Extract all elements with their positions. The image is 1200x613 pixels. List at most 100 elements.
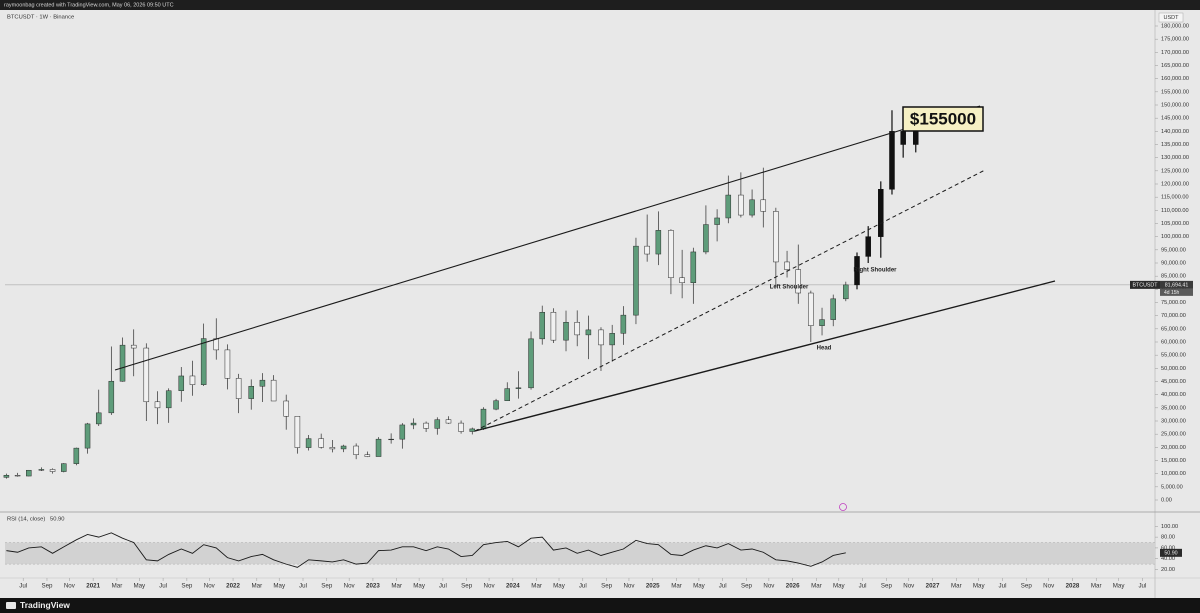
y-tick-label: 135,000.00 <box>1161 142 1189 148</box>
y-tick-label: 30,000.00 <box>1161 418 1186 424</box>
candle-body <box>305 438 312 448</box>
price-label-box <box>1160 280 1193 289</box>
y-tick-label: 40,000.00 <box>1161 392 1186 398</box>
countdown-box <box>1160 288 1193 296</box>
candle-body <box>26 469 32 477</box>
y-tick-label: 55,000.00 <box>1161 353 1186 359</box>
lower-trendline <box>474 280 1056 432</box>
candle-body <box>340 445 347 450</box>
rsi-band <box>5 542 1155 565</box>
rsi-last-label: 50.90 <box>1164 550 1177 556</box>
candle-body <box>458 422 464 432</box>
x-tick-label: May <box>833 583 846 590</box>
x-tick-label: 2022 <box>226 583 240 590</box>
y-tick-label: 45,000.00 <box>1161 379 1186 385</box>
x-tick-label: Jul <box>439 583 447 590</box>
candle-body <box>830 298 836 320</box>
y-tick-label: 5,000.00 <box>1161 484 1183 490</box>
candle-body <box>410 422 417 426</box>
candle-body <box>819 319 825 326</box>
x-tick-label: May <box>413 583 426 590</box>
target-label: $155000 <box>910 109 976 128</box>
candle-body <box>388 438 394 441</box>
candle-body <box>598 329 604 346</box>
x-tick-label: Sep <box>321 583 333 590</box>
x-tick-label: Mar <box>1091 583 1102 590</box>
event-icon[interactable] <box>839 503 847 511</box>
x-tick-label: Jul <box>19 583 27 590</box>
y-tick-label: 25,000.00 <box>1161 432 1186 438</box>
candle-body <box>469 428 476 432</box>
candle-body <box>95 412 102 425</box>
x-tick-label: Mar <box>391 583 402 590</box>
neckline <box>474 169 986 432</box>
y-tick-label: 0.00 <box>1161 497 1172 503</box>
candle-body <box>900 131 906 145</box>
x-tick-label: Mar <box>112 583 123 590</box>
candle-body <box>539 311 545 340</box>
candle-body <box>563 321 569 341</box>
candle-body <box>749 199 755 216</box>
left-shoulder-label: Left Shoulder <box>770 285 809 291</box>
candle-body <box>270 379 277 402</box>
x-tick-label: Nov <box>484 583 496 590</box>
x-tick-label: Sep <box>741 583 753 590</box>
x-tick-label: Jul <box>999 583 1007 590</box>
x-tick-label: 2021 <box>86 583 100 590</box>
candle-body <box>399 424 406 440</box>
y-tick-label: 105,000.00 <box>1161 221 1189 227</box>
y-tick-label: 60,000.00 <box>1161 339 1186 345</box>
x-tick-label: Jul <box>159 583 167 590</box>
y-axis-unit: USDT <box>1164 15 1180 21</box>
x-tick-label: Nov <box>763 583 775 590</box>
y-tick-label: 110,000.00 <box>1161 208 1189 214</box>
candle-body <box>235 378 242 399</box>
candle-body <box>73 447 80 464</box>
y-tick-label: 175,000.00 <box>1161 37 1189 43</box>
x-tick-label: Sep <box>601 583 613 590</box>
x-tick-label: May <box>693 583 706 590</box>
y-tick-label: 130,000.00 <box>1161 155 1189 161</box>
y-tick-label: 85,000.00 <box>1161 274 1186 280</box>
candle-body <box>714 217 720 225</box>
candle-body <box>574 321 580 336</box>
y-tick-label: 115,000.00 <box>1161 195 1189 201</box>
candle-body <box>620 314 627 334</box>
candle-body <box>143 347 150 403</box>
candle-body <box>843 284 849 300</box>
y-tick-label: 100.00 <box>1161 524 1178 530</box>
candle-body <box>3 474 10 478</box>
x-tick-label: 2025 <box>646 583 660 590</box>
candle-body <box>329 447 336 450</box>
x-tick-label: Nov <box>344 583 356 590</box>
candle-body <box>364 454 371 457</box>
top-bar <box>0 0 1200 10</box>
candle-body <box>889 131 895 190</box>
x-tick-label: Jul <box>579 583 587 590</box>
y-tick-label: 125,000.00 <box>1161 168 1189 174</box>
candle-body <box>108 380 115 414</box>
candle-body <box>690 251 697 283</box>
x-tick-label: Mar <box>951 583 962 590</box>
right-shoulder-label: Right Shoulder <box>854 268 898 274</box>
candle-body <box>353 445 359 455</box>
y-tick-label: 140,000.00 <box>1161 129 1189 135</box>
x-tick-label: Mar <box>531 583 542 590</box>
y-tick-label: 20.00 <box>1161 567 1175 573</box>
candle-body <box>795 269 801 294</box>
y-tick-label: 50,000.00 <box>1161 366 1186 372</box>
candle-body <box>213 338 220 351</box>
x-tick-label: Nov <box>623 583 635 590</box>
candle-body <box>515 387 522 389</box>
x-tick-label: 2028 <box>1066 583 1080 590</box>
x-tick-label: 2023 <box>366 583 380 590</box>
x-tick-label: 2024 <box>506 583 520 590</box>
y-tick-label: 120,000.00 <box>1161 181 1189 187</box>
candle-body <box>294 416 301 448</box>
x-tick-label: 2027 <box>926 583 940 590</box>
x-tick-label: Nov <box>64 583 76 590</box>
y-tick-label: 95,000.00 <box>1161 247 1186 253</box>
